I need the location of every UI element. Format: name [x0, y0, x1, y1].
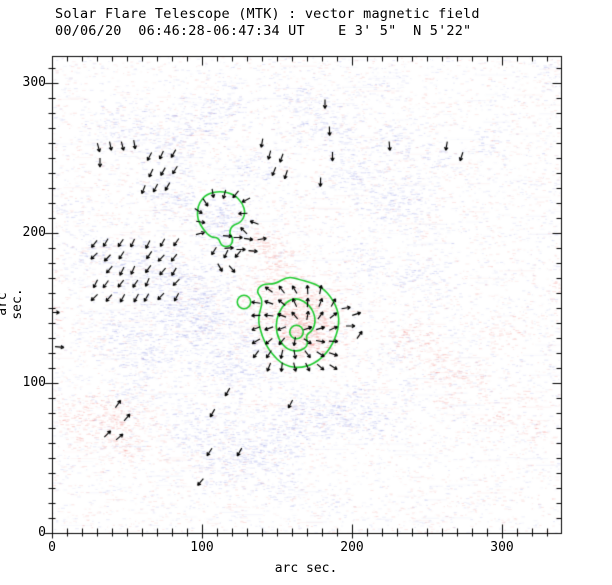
- x-axis-label: arc sec.: [274, 561, 338, 576]
- figure-subtitle: 00/06/20 06:46:28-06:47:34 UT E 3' 5" N …: [55, 23, 472, 39]
- x-tick-label: 100: [190, 540, 214, 555]
- y-tick-label: 100: [22, 375, 46, 390]
- y-tick-label: 0: [38, 525, 46, 540]
- y-axis-label: arc sec.: [0, 288, 25, 320]
- x-tick-label: 0: [48, 540, 56, 555]
- x-tick-label: 300: [490, 540, 514, 555]
- y-tick-label: 200: [22, 225, 46, 240]
- y-tick-label: 300: [22, 75, 46, 90]
- figure-title: Solar Flare Telescope (MTK) : vector mag…: [55, 6, 480, 22]
- x-tick-label: 200: [340, 540, 364, 555]
